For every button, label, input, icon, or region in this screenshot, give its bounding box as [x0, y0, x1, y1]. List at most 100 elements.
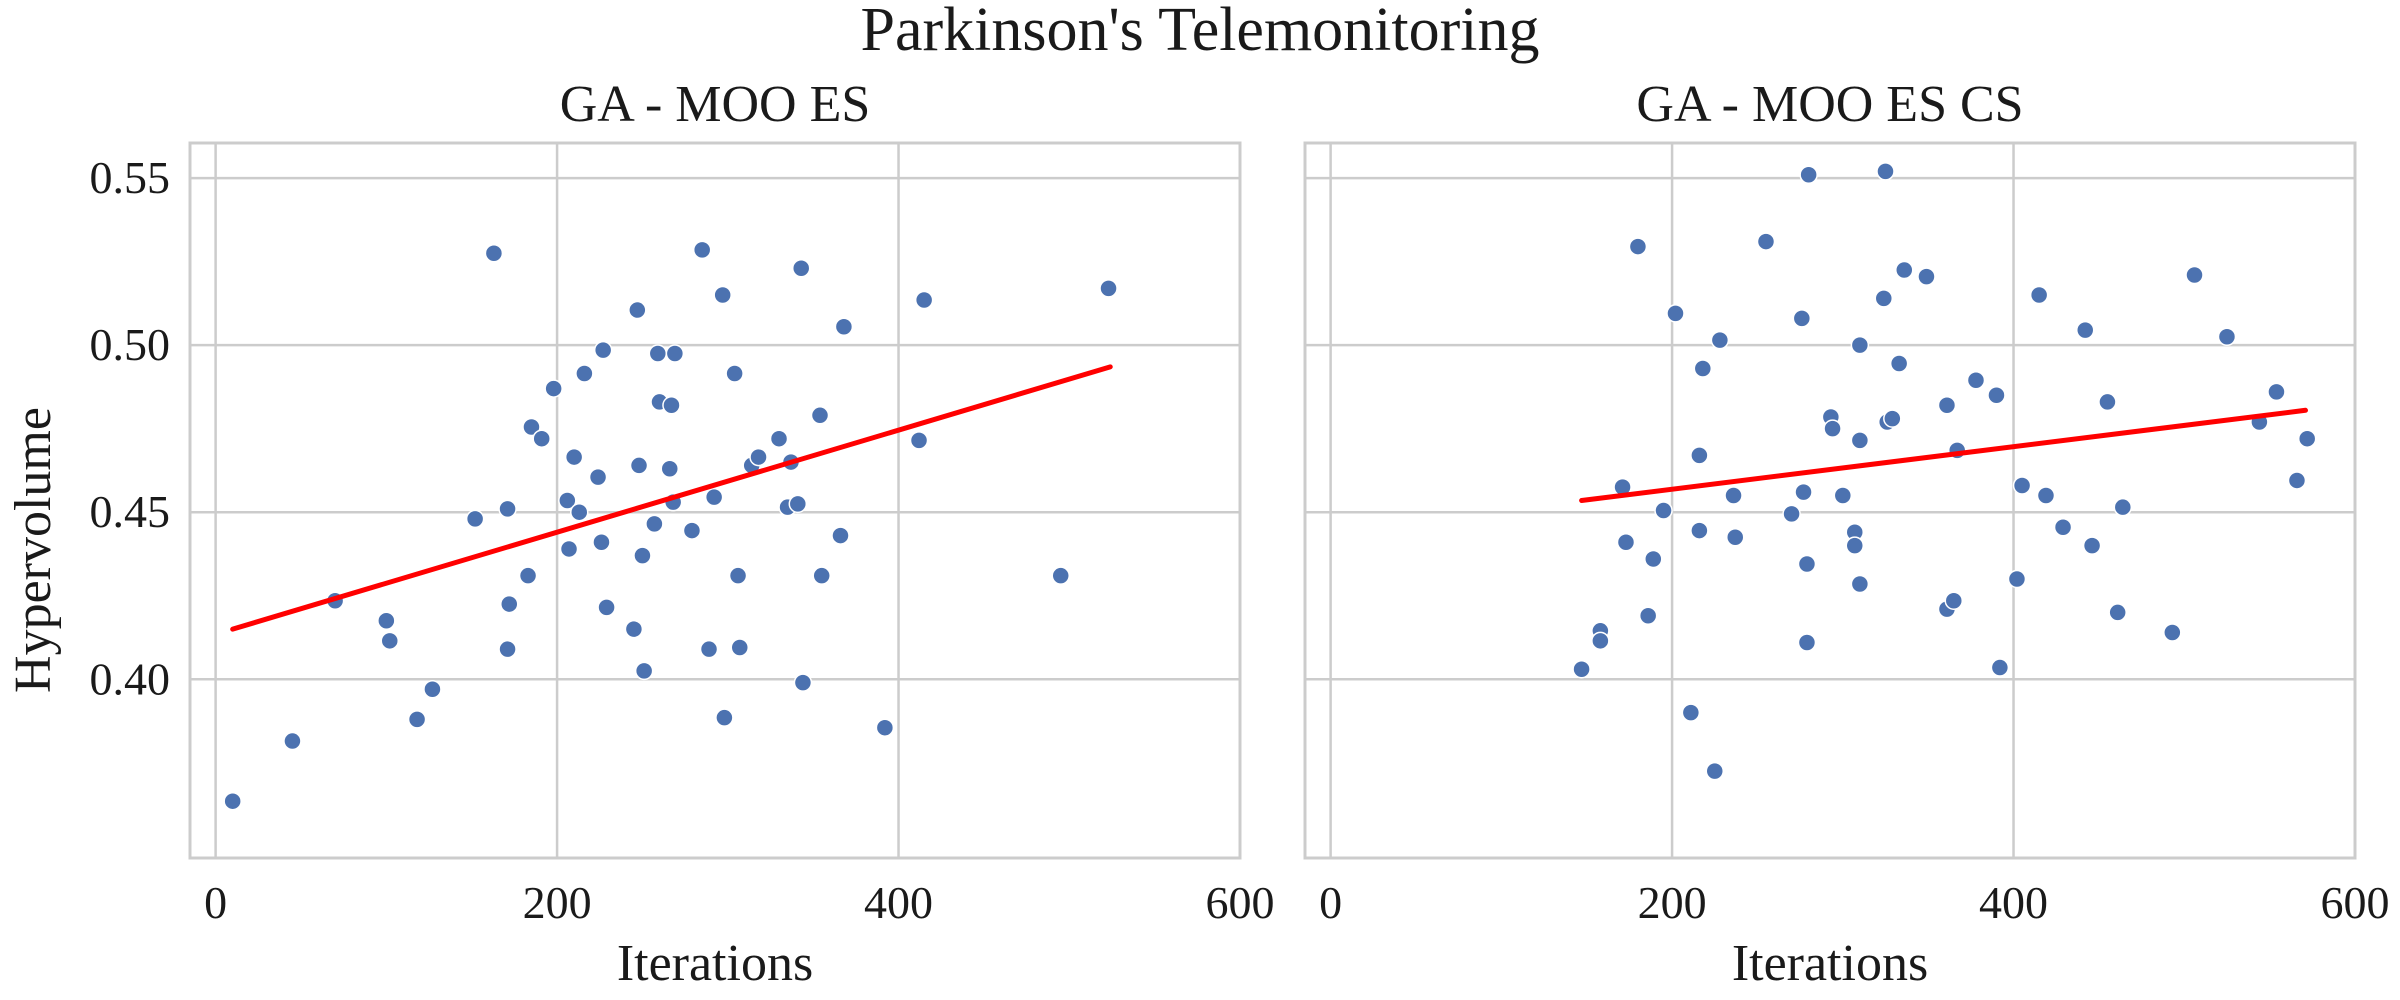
panel-title: GA - MOO ES	[560, 76, 871, 133]
data-point	[407, 710, 427, 729]
x-tick-label: 0	[1319, 877, 1342, 928]
data-point	[522, 417, 541, 437]
data-point	[1644, 549, 1663, 569]
data-point	[498, 499, 517, 519]
data-point	[2053, 517, 2073, 537]
scatter-panel-ga-moo-es: 0 200 400 600 0.40 0.45 0.50 0.55 GA - MOO ES Ite…	[90, 76, 1275, 992]
x-tick-label: 200	[1638, 877, 1707, 928]
data-point	[749, 447, 768, 467]
data-point	[665, 344, 685, 363]
x-tick-label: 200	[523, 877, 592, 928]
data-point	[2113, 497, 2133, 517]
data-point	[558, 491, 577, 510]
data-point	[812, 566, 831, 585]
data-point	[1792, 309, 1812, 328]
x-axis-label: Iterations	[617, 935, 813, 992]
data-point	[1883, 409, 1902, 428]
data-point	[597, 598, 616, 617]
data-point	[593, 340, 613, 360]
data-point	[2108, 603, 2127, 622]
data-point	[377, 611, 396, 631]
data-point	[1850, 431, 1870, 450]
data-point	[662, 396, 681, 415]
data-point	[1724, 486, 1743, 505]
y-tick-label: 0.55	[90, 152, 171, 203]
data-point	[1690, 521, 1709, 540]
data-point	[1876, 162, 1895, 181]
plot-frame	[188, 141, 1242, 860]
data-point	[570, 502, 589, 522]
data-point	[909, 431, 929, 450]
data-point	[629, 456, 649, 475]
data-point	[1756, 232, 1776, 251]
data-point	[1710, 330, 1730, 350]
data-point	[1725, 528, 1745, 547]
figure-title: Parkinson's Telemonitoring	[860, 0, 1539, 64]
data-point	[660, 459, 680, 479]
data-point	[380, 631, 400, 651]
data-point	[2036, 486, 2056, 505]
data-point	[834, 317, 854, 337]
data-point	[1966, 370, 1986, 390]
data-point	[2297, 429, 2317, 448]
trend-line	[230, 364, 1113, 632]
data-point	[2075, 320, 2095, 340]
data-point	[1654, 501, 1673, 520]
data-point	[692, 240, 712, 260]
data-point	[2287, 471, 2307, 490]
data-point	[1794, 482, 1813, 502]
data-point	[2267, 382, 2286, 402]
data-point	[1099, 279, 1118, 298]
x-tick-label: 0	[204, 877, 227, 928]
data-point	[559, 539, 579, 559]
data-point	[1833, 486, 1853, 505]
data-point	[500, 594, 519, 614]
scatter-panel-ga-moo-es-cs: 0 200 400 600 GA - MOO ES CS Iterations	[1303, 76, 2390, 992]
data-point	[1616, 533, 1636, 552]
data-point	[831, 526, 850, 545]
data-point	[2029, 285, 2049, 305]
data-point	[423, 680, 442, 699]
data-point	[564, 447, 584, 467]
data-point	[2217, 327, 2237, 347]
data-point	[769, 429, 789, 448]
data-point	[2163, 623, 2182, 642]
x-tick-label: 400	[864, 877, 933, 928]
data-point	[575, 364, 594, 383]
data-point	[2012, 476, 2032, 495]
data-point	[715, 708, 734, 727]
data-point	[544, 379, 563, 398]
data-point	[588, 467, 608, 487]
data-point	[704, 487, 724, 507]
data-point	[283, 731, 302, 751]
data-point	[633, 546, 652, 565]
x-tick-label: 600	[2321, 877, 2390, 928]
data-point	[1990, 658, 2010, 677]
data-point	[699, 639, 719, 659]
data-point	[2185, 265, 2204, 285]
x-tick-label: 400	[1979, 877, 2048, 928]
data-point	[1944, 591, 1964, 610]
data-point	[645, 514, 664, 534]
data-point	[1917, 267, 1936, 286]
data-point	[810, 406, 830, 425]
data-point	[2098, 392, 2117, 412]
data-point	[532, 429, 551, 448]
data-point	[1666, 304, 1685, 323]
x-axis-label: Iterations	[1732, 935, 1928, 992]
data-point	[1874, 289, 1894, 308]
data-point	[518, 566, 538, 585]
data-point	[1823, 419, 1842, 438]
data-point	[728, 566, 748, 585]
data-point	[223, 791, 242, 811]
data-point	[2007, 569, 2027, 589]
data-point	[1705, 761, 1725, 781]
data-point	[875, 718, 895, 737]
data-point	[1845, 536, 1865, 555]
data-point	[791, 259, 811, 278]
data-point	[1889, 354, 1909, 373]
data-point	[1850, 335, 1870, 355]
data-point	[1797, 633, 1817, 652]
data-point	[465, 509, 485, 529]
